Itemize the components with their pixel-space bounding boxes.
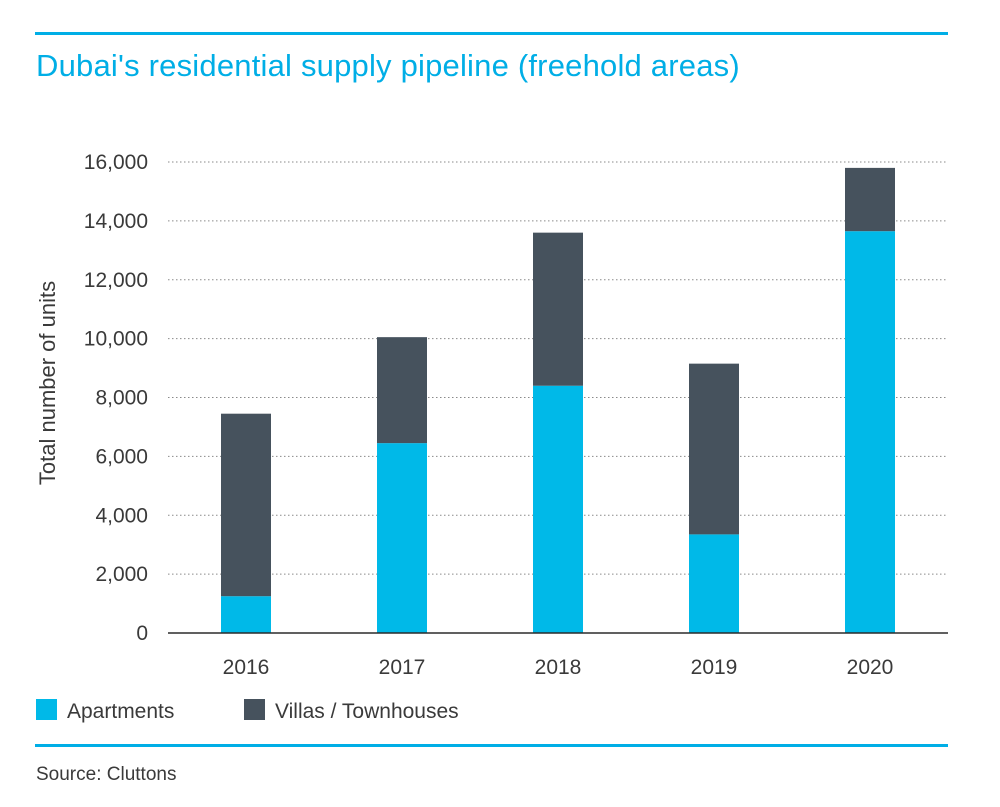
y-tick-label: 12,000 [84,269,148,292]
legend-swatch-villas-townhouses [244,699,265,720]
bar-apartments [533,385,583,633]
bar-villas-townhouses [845,167,895,232]
y-tick-label: 6,000 [95,445,148,468]
y-tick-label: 0 [136,622,148,645]
chart-title: Dubai's residential supply pipeline (fre… [36,48,740,83]
y-tick-label: 16,000 [84,151,148,174]
bars [221,167,895,633]
y-tick-label: 8,000 [95,387,148,410]
bar-apartments [689,534,739,633]
top-accent-rule [35,32,948,35]
bar-villas-townhouses [377,337,427,444]
bottom-accent-rule [35,744,948,747]
x-tick-label: 2016 [223,656,270,679]
legend-swatch-apartments [36,699,57,720]
bar-villas-townhouses [689,363,739,535]
x-tick-label: 2020 [847,656,894,679]
bar-apartments [377,443,427,633]
bar-villas-townhouses [221,413,271,597]
bar-apartments [221,596,271,633]
y-tick-label: 10,000 [84,328,148,351]
legend: Apartments Villas / Townhouses [36,699,459,723]
x-tick-label: 2017 [379,656,426,679]
x-tick-label: 2019 [691,656,738,679]
legend-label-apartments: Apartments [67,700,174,723]
source-note: Source: Cluttons [36,764,177,785]
bar-villas-townhouses [533,232,583,386]
y-axis-label: Total number of units [35,281,60,485]
y-tick-label: 4,000 [95,504,148,527]
x-tick-label: 2018 [535,656,582,679]
legend-label-villas-townhouses: Villas / Townhouses [275,700,459,723]
y-axis-ticks: 0 2,000 4,000 6,000 8,000 10,000 12,000 14,000 1… [84,151,148,645]
y-tick-label: 2,000 [95,563,148,586]
bar-apartments [845,231,895,633]
y-tick-label: 14,000 [84,210,148,233]
x-axis-ticks: 2016 2017 2018 2019 2020 [223,656,894,679]
